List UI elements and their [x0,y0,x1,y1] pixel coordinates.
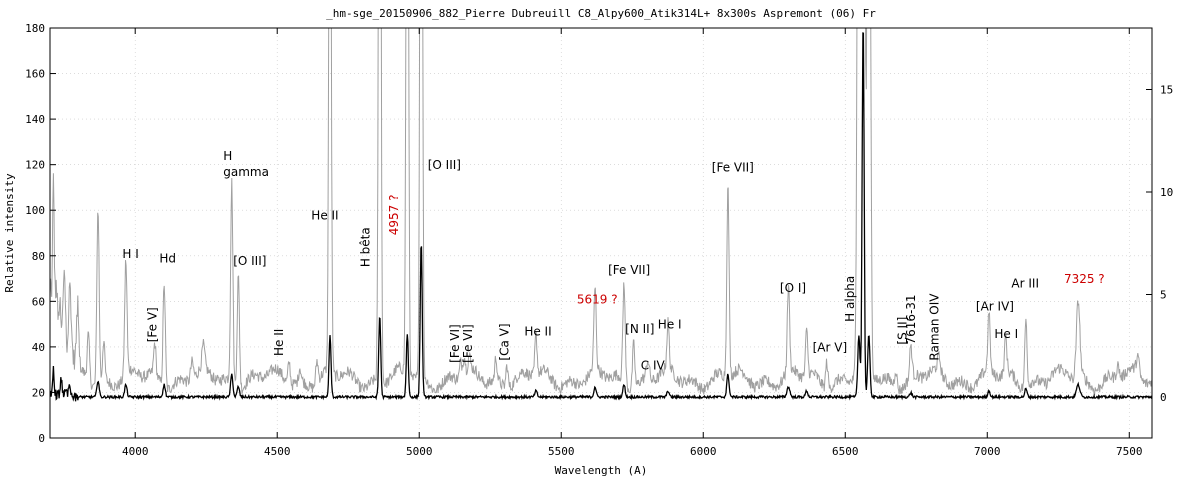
plot-frame [49,27,1153,439]
line-annotation: [O III] [428,158,461,172]
y-tick-label: 40 [32,341,45,354]
y2-tick-label: 15 [1160,84,1173,97]
line-annotation: H I [122,247,138,261]
line-annotation: H [223,149,232,163]
line-annotation: 5619 ? [577,293,618,307]
line-annotation: [S II] [895,317,909,345]
line-annotation: [Fe VI] [461,324,475,363]
line-annotation: 7325 ? [1064,272,1105,286]
x-tick-label: 7000 [974,445,1001,458]
line-annotation: Hd [159,252,176,266]
y-tick-label: 140 [25,113,45,126]
y2-tick-label: 0 [1160,391,1167,404]
line-annotation: H alpha [843,276,857,322]
x-tick-label: 4500 [264,445,291,458]
grid [50,28,1152,438]
x-tick-label: 5000 [406,445,433,458]
x-axis-label: Wavelength (A) [555,464,648,477]
ticks: 4000 4500 5000 5500 6000 6500 7000 7500 0 20 40 60 8… [25,22,1173,458]
line-annotation: He II [272,329,286,356]
chart-title: _hm-sge_20150906_882_Pierre Dubreuill C8… [326,7,876,20]
line-annotation: [O I] [780,281,806,295]
x-tick-label: 6000 [690,445,717,458]
x-tick-label: 5500 [548,445,575,458]
series-group [50,28,1152,402]
y-tick-label: 0 [38,432,45,445]
line-annotation: 7616-31 [904,294,918,344]
line-annotation: [Fe VII] [712,161,754,175]
line-annotation: He II [311,208,338,222]
y-tick-label: 20 [32,386,45,399]
line-annotation: Ar III [1011,277,1039,291]
line-annotation: [O III] [233,254,266,268]
line-annotation: [Ar IV] [976,299,1014,313]
y-tick-label: 80 [32,250,45,263]
line-annotation: [Ca V] [498,323,512,360]
line-annotation: He II [524,325,551,339]
line-annotation: [Ar V] [813,340,848,354]
line-annotation: Raman OIV [927,293,941,361]
series-line-black-flux [50,32,1152,402]
line-annotation: [N II] [625,322,654,336]
line-annotation: gamma [223,165,269,179]
x-tick-label: 7500 [1116,445,1143,458]
line-annotation: [Fe V] [146,307,160,342]
line-annotation: [Fe VI] [448,324,462,363]
y2-tick-label: 10 [1160,186,1173,199]
y2-tick-label: 5 [1160,289,1167,302]
series-line-gray-expanded [50,28,1152,395]
line-annotation: He I [658,318,682,332]
line-annotation: C IV [641,359,666,373]
x-tick-label: 4000 [122,445,149,458]
line-annotation: 4957 ? [387,195,401,236]
y-axis-label: Relative intensity [3,173,16,293]
y-tick-label: 180 [25,22,45,35]
y-tick-label: 120 [25,159,45,172]
y-tick-label: 160 [25,68,45,81]
line-annotation: [Fe VII] [608,263,650,277]
line-annotation: H bêta [358,227,372,267]
y-tick-label: 60 [32,295,45,308]
y-tick-label: 100 [25,204,45,217]
x-tick-label: 6500 [832,445,859,458]
line-annotation: He I [994,327,1018,341]
